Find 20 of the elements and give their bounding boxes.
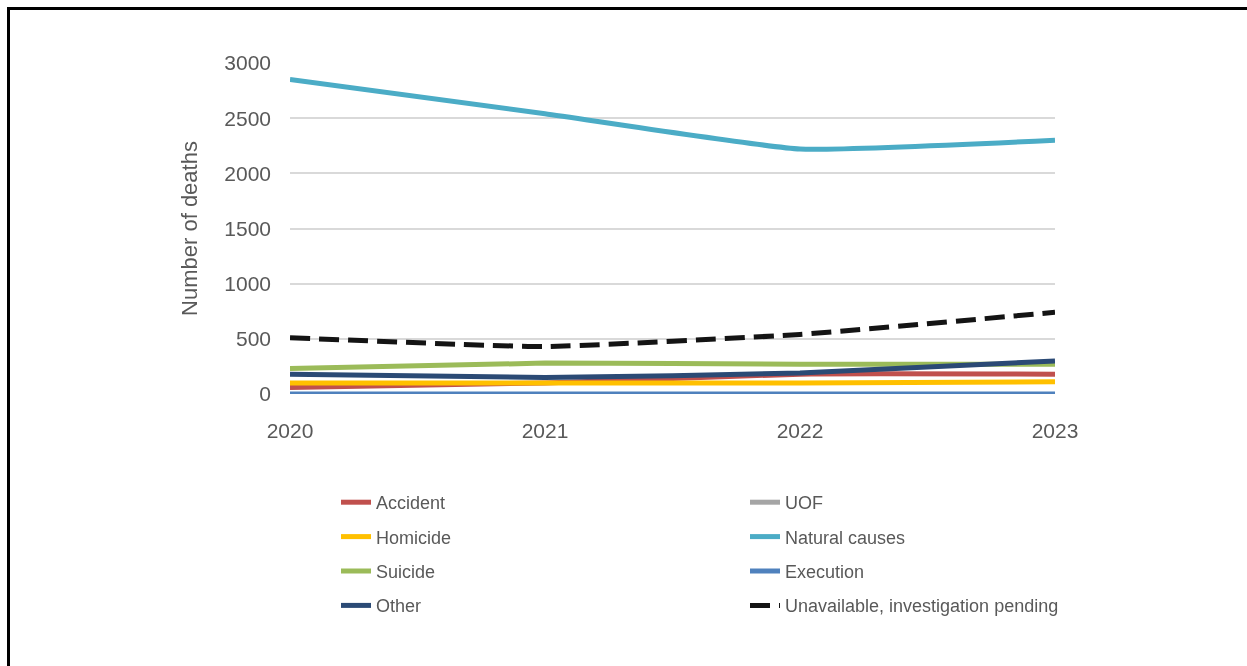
y-axis-title: Number of deaths: [177, 141, 203, 316]
y-tick-label: 500: [235, 327, 271, 351]
y-tick-label: 2500: [224, 106, 271, 130]
legend-label: Natural causes: [785, 527, 906, 548]
legend-label: Unavailable, investigation pending: [785, 596, 1059, 617]
legend-label: Homicide: [376, 527, 452, 548]
y-tick-label: 2000: [224, 161, 271, 185]
x-tick-label: 2020: [266, 419, 314, 442]
y-tick-label: 1000: [224, 272, 271, 296]
legend-label: Other: [376, 596, 422, 617]
x-tick-label: 2022: [776, 419, 824, 442]
legend-label: Suicide: [376, 562, 436, 583]
legend-label: Execution: [785, 562, 865, 583]
legend-label: UOF: [785, 493, 823, 514]
y-tick-label: 0: [259, 382, 271, 406]
y-tick-label: 1500: [224, 216, 271, 240]
x-tick-label: 2023: [1031, 419, 1079, 442]
y-tick-label: 3000: [224, 51, 271, 75]
legend-label: Accident: [376, 493, 446, 514]
x-tick-label: 2021: [521, 419, 569, 442]
